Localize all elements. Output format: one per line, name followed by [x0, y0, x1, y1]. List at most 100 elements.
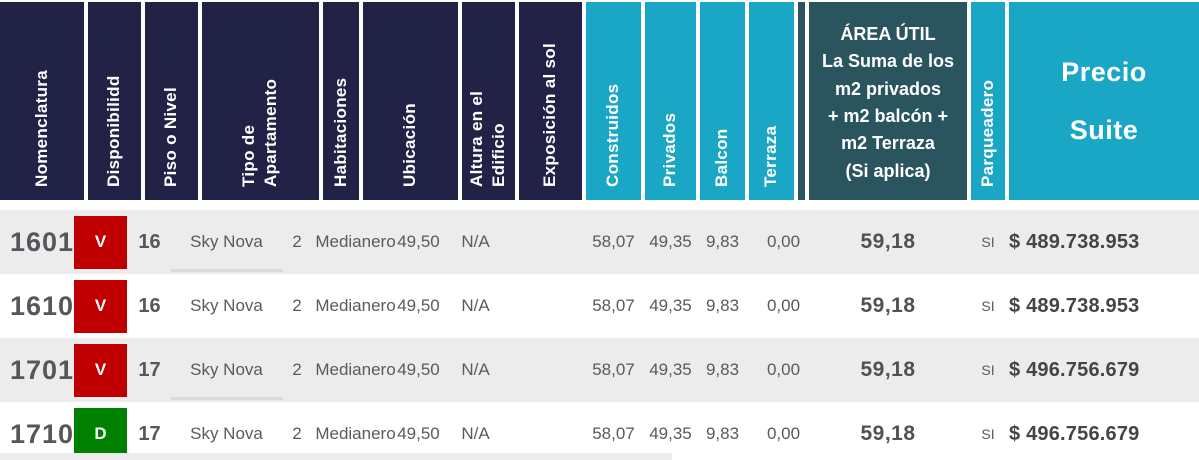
- table-row-1701: 1701 V 17 Sky Nova 2 Medianero 49,50 N/A…: [0, 338, 1199, 402]
- cell-parqueadero: SI: [981, 298, 995, 314]
- table-header-row: Nomenclatura Disponibilidd Piso o Nivel …: [0, 0, 1199, 200]
- cell-disponibilidad: D: [74, 402, 127, 460]
- cell-altura: 49,50: [397, 360, 440, 379]
- column-header-precio-suite: Precio Suite: [1009, 2, 1199, 200]
- cell-ubicacion: Medianero: [315, 232, 396, 251]
- availability-badge: V: [74, 279, 127, 333]
- cell-piso: 16: [138, 294, 161, 317]
- cell-parqueadero: SI: [981, 426, 995, 442]
- cell-privados: 49,35: [649, 360, 692, 379]
- cell-piso: 17: [138, 422, 161, 445]
- column-header-label: Parqueadero: [977, 79, 997, 187]
- cell-nomenclatura: 1601: [9, 226, 75, 257]
- cell-habitaciones: 2: [292, 360, 302, 379]
- cell-tipo: Sky Nova: [168, 338, 285, 402]
- cell-parqueadero: SI: [981, 362, 995, 378]
- cell-terraza: 0,00: [766, 296, 801, 315]
- area-util-label: ÁREA ÚTIL La Suma de los m2 privados + m…: [821, 23, 955, 181]
- column-header-label: Exposición al sol: [540, 43, 560, 187]
- cell-terraza: 0,00: [766, 232, 801, 251]
- cell-ubicacion: Medianero: [315, 424, 396, 443]
- cell-altura: 49,50: [397, 232, 440, 251]
- cell-nomenclatura: 1610: [9, 290, 75, 321]
- cell-area-util: 59,18: [860, 294, 916, 317]
- column-header-label: Nomenclatura: [31, 70, 51, 187]
- column-header-label: Tipo de Apartamento: [239, 78, 281, 187]
- cell-altura: 49,50: [397, 296, 440, 315]
- cell-exposicion: N/A: [461, 296, 490, 315]
- cell-nomenclatura: 1701: [9, 354, 75, 385]
- cell-balcon: 9,83: [705, 296, 740, 315]
- column-header-terraza: Terraza: [749, 2, 794, 200]
- column-header-privados: Privados: [645, 2, 696, 200]
- column-header-exposicion-al-sol: Exposición al sol: [519, 2, 582, 200]
- cell-piso: 16: [138, 230, 161, 253]
- column-header-altura-en-el-edificio: Altura en el Edificio: [462, 2, 515, 200]
- precio-suite-label: Precio Suite: [1061, 56, 1147, 145]
- cell-exposicion: N/A: [461, 424, 490, 443]
- column-header-label: Piso o Nivel: [161, 87, 181, 187]
- column-header-construidos: Construidos: [586, 2, 641, 200]
- cell-terraza: 0,00: [766, 424, 801, 443]
- cell-balcon: 9,83: [705, 424, 740, 443]
- availability-badge: V: [74, 215, 127, 269]
- cell-precio: $ 496.756.679: [1009, 358, 1140, 381]
- column-header-piso-o-nivel: Piso o Nivel: [145, 2, 198, 200]
- cell-ubicacion: Medianero: [315, 360, 396, 379]
- spacer-column: [798, 2, 805, 200]
- table-row-1710: 1710 D 17 Sky Nova 2 Medianero 49,50 N/A…: [0, 402, 1199, 460]
- cell-tipo: Sky Nova: [168, 210, 285, 274]
- column-header-habitaciones: Habitaciones: [323, 2, 359, 200]
- cell-disponibilidad: V: [74, 338, 127, 402]
- column-header-label: Ubicación: [400, 103, 420, 187]
- cell-construidos: 58,07: [592, 360, 635, 379]
- column-header-ubicacion: Ubicación: [363, 2, 458, 200]
- cell-parqueadero: SI: [981, 234, 995, 250]
- cell-precio: $ 496.756.679: [1009, 422, 1140, 445]
- column-header-area-util: ÁREA ÚTIL La Suma de los m2 privados + m…: [809, 2, 967, 200]
- cell-construidos: 58,07: [592, 296, 635, 315]
- column-header-label: Altura en el Edificio: [467, 90, 509, 187]
- cell-piso: 17: [138, 358, 161, 381]
- cell-balcon: 9,83: [705, 360, 740, 379]
- cell-nomenclatura: 1710: [9, 418, 75, 449]
- cell-altura: 49,50: [397, 424, 440, 443]
- cell-disponibilidad: V: [74, 210, 127, 274]
- column-header-label: Disponibilidd: [104, 75, 124, 187]
- cell-area-util: 59,18: [860, 358, 916, 381]
- table-row-1610: 1610 V 16 Sky Nova 2 Medianero 49,50 N/A…: [0, 274, 1199, 338]
- cell-habitaciones: 2: [292, 232, 302, 251]
- column-header-parqueadero: Parqueadero: [971, 2, 1005, 200]
- cell-construidos: 58,07: [592, 424, 635, 443]
- column-header-label: Terraza: [761, 125, 781, 187]
- column-header-label: Construidos: [603, 83, 623, 187]
- table-row-1601: 1601 V 16 Sky Nova 2 Medianero 49,50 N/A…: [0, 210, 1199, 274]
- cell-area-util: 59,18: [860, 422, 916, 445]
- table-body: 1601 V 16 Sky Nova 2 Medianero 49,50 N/A…: [0, 210, 1199, 460]
- cell-balcon: 9,83: [705, 232, 740, 251]
- cell-privados: 49,35: [649, 296, 692, 315]
- cell-area-util: 59,18: [860, 230, 916, 253]
- cell-precio: $ 489.738.953: [1009, 230, 1140, 253]
- column-header-label: Balcon: [712, 128, 732, 187]
- cell-disponibilidad: V: [74, 274, 127, 338]
- column-header-label: Privados: [660, 112, 680, 187]
- column-header-tipo-de-apartamento: Tipo de Apartamento: [202, 2, 319, 200]
- cell-precio: $ 489.738.953: [1009, 294, 1140, 317]
- column-header-disponibilidad: Disponibilidd: [88, 2, 141, 200]
- cell-privados: 49,35: [649, 232, 692, 251]
- cell-ubicacion: Medianero: [315, 296, 396, 315]
- cell-tipo: Sky Nova: [190, 296, 263, 315]
- cell-tipo: Sky Nova: [190, 424, 263, 443]
- cell-habitaciones: 2: [292, 424, 302, 443]
- cell-construidos: 58,07: [592, 232, 635, 251]
- column-header-nomenclatura: Nomenclatura: [0, 2, 84, 200]
- cell-terraza: 0,00: [766, 360, 801, 379]
- partial-next-row: [0, 453, 672, 460]
- availability-badge: D: [74, 407, 127, 460]
- column-header-balcon: Balcon: [700, 2, 745, 200]
- cell-exposicion: N/A: [461, 360, 490, 379]
- column-header-label: Habitaciones: [330, 77, 350, 187]
- availability-badge: V: [74, 343, 127, 397]
